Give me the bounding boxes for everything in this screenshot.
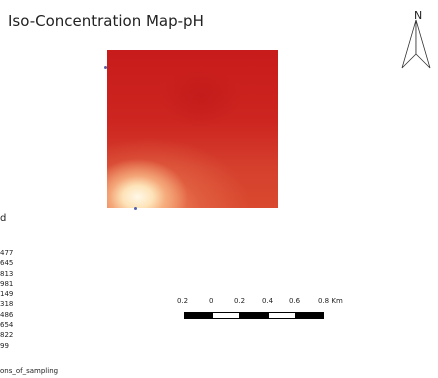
scale-label: 0 xyxy=(209,297,214,305)
ph-raster-map xyxy=(107,50,278,208)
legend-entry: 99 xyxy=(0,341,9,350)
map-title: Iso-Concentration Map-pH xyxy=(8,12,204,30)
ph-raster-shade xyxy=(107,50,278,208)
legend-entry: 981 xyxy=(0,279,14,288)
scale-label: 0.8 Km xyxy=(318,297,343,305)
legend-entry: 149 xyxy=(0,290,14,299)
scale-segment xyxy=(240,312,268,319)
scale-label: 0.2 xyxy=(234,297,246,305)
legend-entry: 486 xyxy=(0,310,14,319)
north-letter: N xyxy=(414,9,423,22)
legend-entry: 645 xyxy=(0,259,14,268)
scale-segment xyxy=(184,312,212,319)
legend-entry: 477 xyxy=(0,249,14,257)
scale-segment xyxy=(268,312,296,319)
sampling-point xyxy=(134,207,137,210)
legend-sampling-locations: ons_of_sampling xyxy=(0,367,59,375)
scale-label: 0.2 xyxy=(177,297,189,305)
legend-entry: 654 xyxy=(0,321,14,330)
north-arrow-icon xyxy=(401,19,431,69)
scale-bar-segments xyxy=(184,312,324,319)
sampling-point xyxy=(104,66,107,69)
scale-label: 0.4 xyxy=(262,297,274,305)
scale-label: 0.6 xyxy=(289,297,301,305)
legend-entry: 318 xyxy=(0,300,14,309)
legend-entry: 822 xyxy=(0,331,14,340)
legend-entry: 813 xyxy=(0,269,14,278)
legend-title: d xyxy=(0,213,7,224)
scale-bar: 0.2 0 0.2 0.4 0.6 0.8 Km xyxy=(175,297,355,327)
scale-segment xyxy=(296,312,324,319)
legend-list: 477 645 813 981 149 318 486 654 822 99 xyxy=(0,248,13,351)
scale-segment xyxy=(212,312,240,319)
